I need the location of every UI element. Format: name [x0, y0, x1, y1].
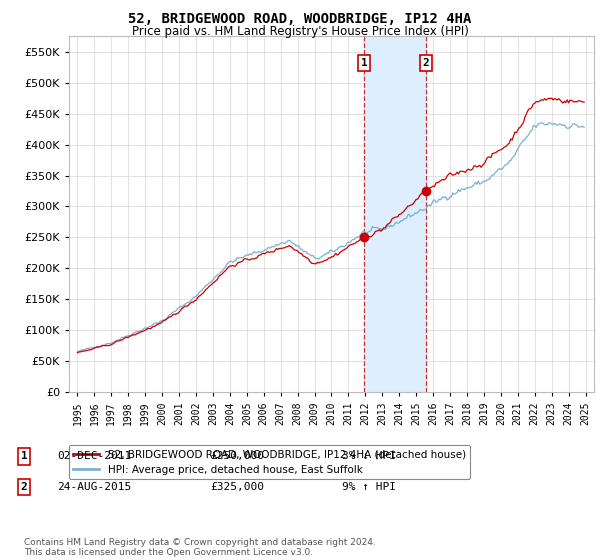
- Text: 2: 2: [20, 482, 28, 492]
- Bar: [364, 36, 426, 392]
- Text: 9% ↑ HPI: 9% ↑ HPI: [342, 482, 396, 492]
- Text: Price paid vs. HM Land Registry's House Price Index (HPI): Price paid vs. HM Land Registry's House …: [131, 25, 469, 38]
- Text: 1: 1: [20, 451, 28, 461]
- Text: 2: 2: [422, 58, 430, 68]
- Text: £325,000: £325,000: [210, 482, 264, 492]
- Text: Contains HM Land Registry data © Crown copyright and database right 2024.
This d: Contains HM Land Registry data © Crown c…: [24, 538, 376, 557]
- Text: £250,000: £250,000: [210, 451, 264, 461]
- Legend: 52, BRIDGEWOOD ROAD, WOODBRIDGE, IP12 4HA (detached house), HPI: Average price, : 52, BRIDGEWOOD ROAD, WOODBRIDGE, IP12 4H…: [69, 445, 470, 479]
- Text: 1: 1: [361, 58, 367, 68]
- Text: 52, BRIDGEWOOD ROAD, WOODBRIDGE, IP12 4HA: 52, BRIDGEWOOD ROAD, WOODBRIDGE, IP12 4H…: [128, 12, 472, 26]
- Text: 3% ↓ HPI: 3% ↓ HPI: [342, 451, 396, 461]
- Text: 02-DEC-2011: 02-DEC-2011: [57, 451, 131, 461]
- Text: 24-AUG-2015: 24-AUG-2015: [57, 482, 131, 492]
